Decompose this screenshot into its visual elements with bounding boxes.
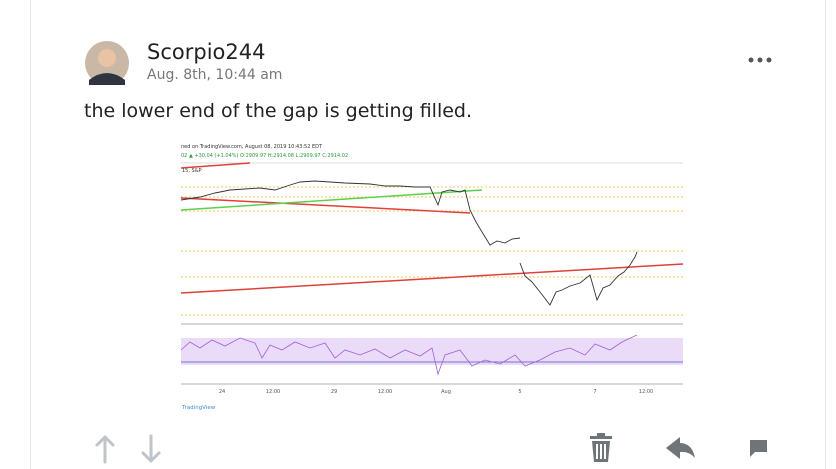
post-card <box>30 0 826 469</box>
avatar-body <box>89 73 125 85</box>
x-label: 29 <box>331 389 337 395</box>
chart-watermark: TradingView <box>181 405 216 411</box>
x-label: 12:00 <box>639 389 653 395</box>
x-label: 12:00 <box>266 389 280 395</box>
upvote-button[interactable] <box>95 435 115 464</box>
x-label: 7 <box>593 389 596 395</box>
chart-image <box>180 143 684 413</box>
chart-quote: 02 ▲ +30.04 (+1.04%) O:2909.97 H:2914.08… <box>181 153 348 159</box>
x-label: Aug <box>441 389 451 395</box>
reply-button[interactable] <box>666 437 695 459</box>
author-name[interactable]: Scorpio244 <box>147 40 266 64</box>
post-timestamp: Aug. 8th, 10:44 am <box>147 67 283 83</box>
post-text: the lower end of the gap is getting fill… <box>84 100 473 122</box>
more-menu[interactable] <box>748 57 772 63</box>
chart-header: ned on TradingView.com, August 08, 2019 … <box>181 144 323 150</box>
delete-button[interactable] <box>590 433 612 462</box>
downvote-button[interactable] <box>141 434 161 463</box>
avatar-face <box>98 49 116 67</box>
chart-symbol: 15, S&P <box>182 168 202 174</box>
x-label: 24 <box>219 389 225 395</box>
flag-button[interactable] <box>750 440 767 457</box>
x-label: 12:00 <box>378 389 392 395</box>
x-label: 5 <box>518 389 521 395</box>
